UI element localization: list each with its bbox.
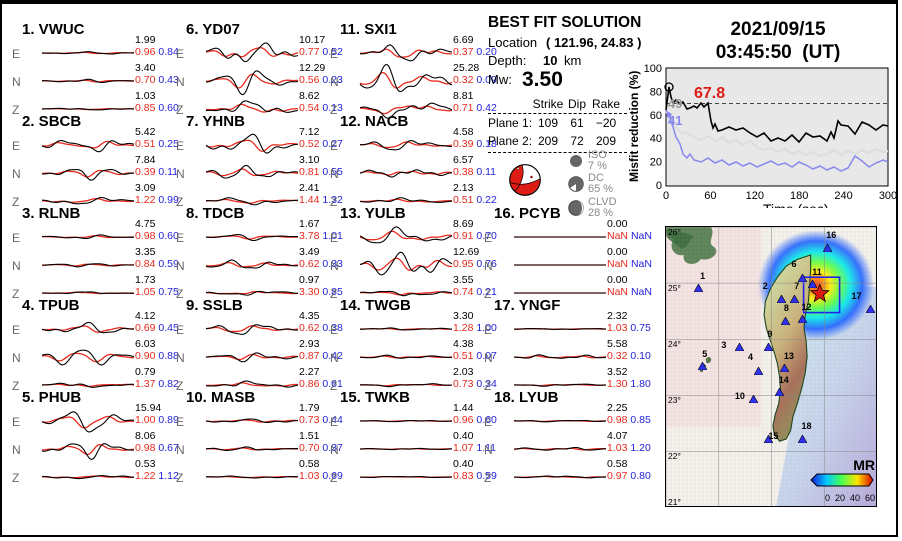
svg-text:0: 0 (663, 190, 669, 202)
svg-text:60: 60 (650, 110, 662, 122)
svg-text:240: 240 (834, 190, 852, 202)
svg-text:120: 120 (746, 190, 764, 202)
svg-text:67.8: 67.8 (694, 85, 725, 102)
svg-text:49: 49 (668, 96, 682, 111)
svg-text:80: 80 (650, 86, 662, 98)
svg-text:300: 300 (879, 190, 897, 202)
svg-text:0: 0 (656, 180, 662, 192)
svg-text:60: 60 (704, 190, 716, 202)
svg-text:41: 41 (668, 113, 682, 128)
svg-text:20: 20 (650, 157, 662, 169)
svg-text:100: 100 (644, 63, 662, 75)
svg-text:40: 40 (650, 133, 662, 145)
svg-text:Time (sec): Time (sec) (763, 201, 829, 208)
